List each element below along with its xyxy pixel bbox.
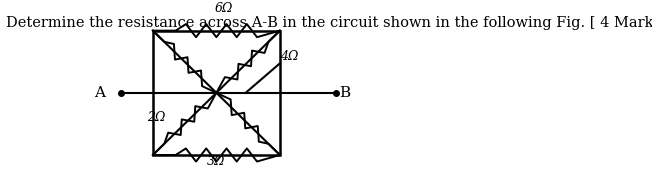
Text: 2Ω: 2Ω <box>147 111 165 124</box>
Text: A: A <box>94 86 104 100</box>
Text: Determine the resistance across A-B in the circuit shown in the following Fig. [: Determine the resistance across A-B in t… <box>7 16 652 30</box>
Text: 6Ω: 6Ω <box>215 2 233 15</box>
Text: 4Ω: 4Ω <box>280 50 298 63</box>
Bar <box>153 31 280 155</box>
Text: B: B <box>340 86 351 100</box>
Text: 3Ω: 3Ω <box>207 155 226 168</box>
